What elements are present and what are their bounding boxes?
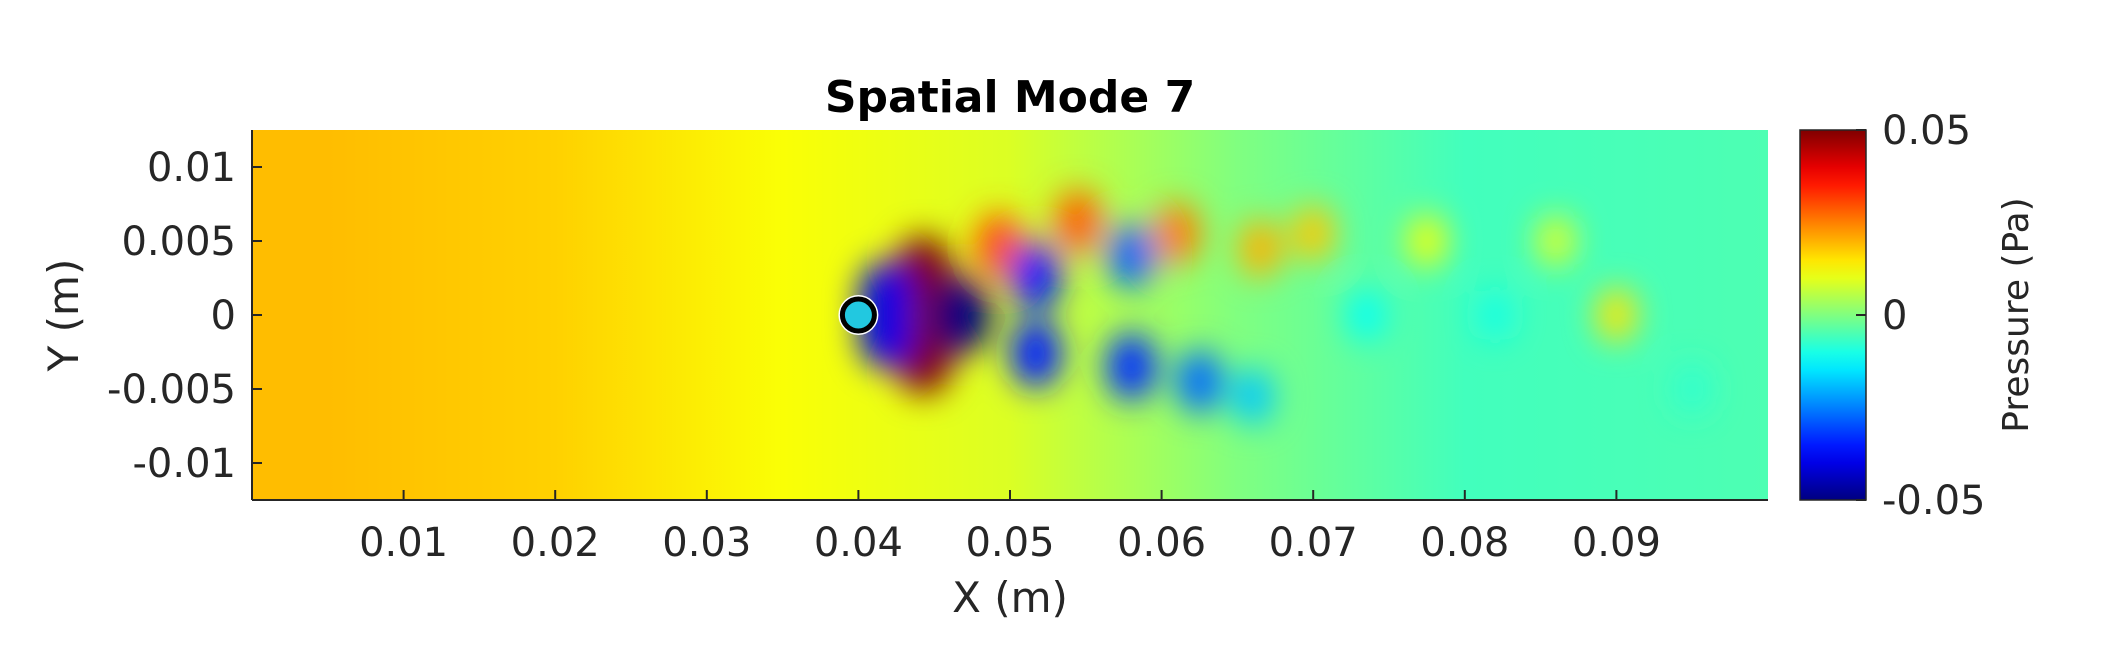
pressure-structure [1674,364,1711,414]
x-tick-label: 0.01 [359,520,448,566]
cylinder-marker-group [838,295,879,335]
pressure-field-background [252,130,1768,500]
x-tick-label: 0.09 [1572,520,1661,566]
colorbar-tick-label: 0 [1882,293,1907,339]
x-tick-label: 0.03 [662,520,751,566]
pressure-structure [1175,349,1224,414]
y-axis-ticks: 0.01 0.005 0 -0.005 -0.01 [107,145,262,487]
y-tick-label: -0.01 [133,441,237,487]
x-axis-ticks: 0.01 0.02 0.03 0.04 0.05 0.06 0.07 0.08 0.09 [359,490,1661,566]
colorbar-ticks: 0.05 0 -0.05 [1856,108,1986,524]
y-tick-label: 0.005 [121,219,236,265]
colorbar-gradient [1799,129,1867,501]
pressure-structure [1292,205,1335,263]
pressure-structure [1153,202,1200,265]
pressure-structure [1106,332,1157,401]
pressure-structure [1010,318,1062,389]
x-tick-label: 0.04 [814,520,903,566]
cylinder-marker [839,296,877,334]
pressure-structure [1231,367,1274,425]
pressure-structure [1476,289,1514,341]
pressure-structure [1596,287,1637,343]
y-tick-label: 0.01 [147,145,236,191]
y-axis-label: Y (m) [39,259,88,373]
colorbar-label: Pressure (Pa) [1996,197,2037,432]
y-tick-label: -0.005 [107,367,236,413]
x-axis-label: X (m) [952,573,1068,622]
pressure-structure [1010,241,1062,312]
pressure-structure [1537,215,1575,267]
pressure-structure [1054,189,1102,254]
colorbar-tick-label: -0.05 [1882,478,1986,524]
chart-title: Spatial Mode 7 [825,72,1195,123]
x-tick-label: 0.05 [965,520,1054,566]
x-tick-label: 0.07 [1269,520,1358,566]
x-tick-label: 0.06 [1117,520,1206,566]
pressure-field [858,189,1711,425]
x-tick-label: 0.08 [1420,520,1509,566]
plot-area [251,130,1768,501]
pressure-structure [975,212,1024,279]
pressure-structure [1407,214,1447,268]
pressure-structure [1107,223,1156,288]
pressure-structure [931,275,992,355]
pressure-structure [1238,219,1282,278]
colorbar: 0.05 0 -0.05 Pressure (Pa) [1799,108,2037,524]
colorbar-tick-label: 0.05 [1882,108,1971,154]
y-tick-label: 0 [211,293,236,339]
pressure-structure [1346,288,1386,342]
x-tick-label: 0.02 [511,520,600,566]
